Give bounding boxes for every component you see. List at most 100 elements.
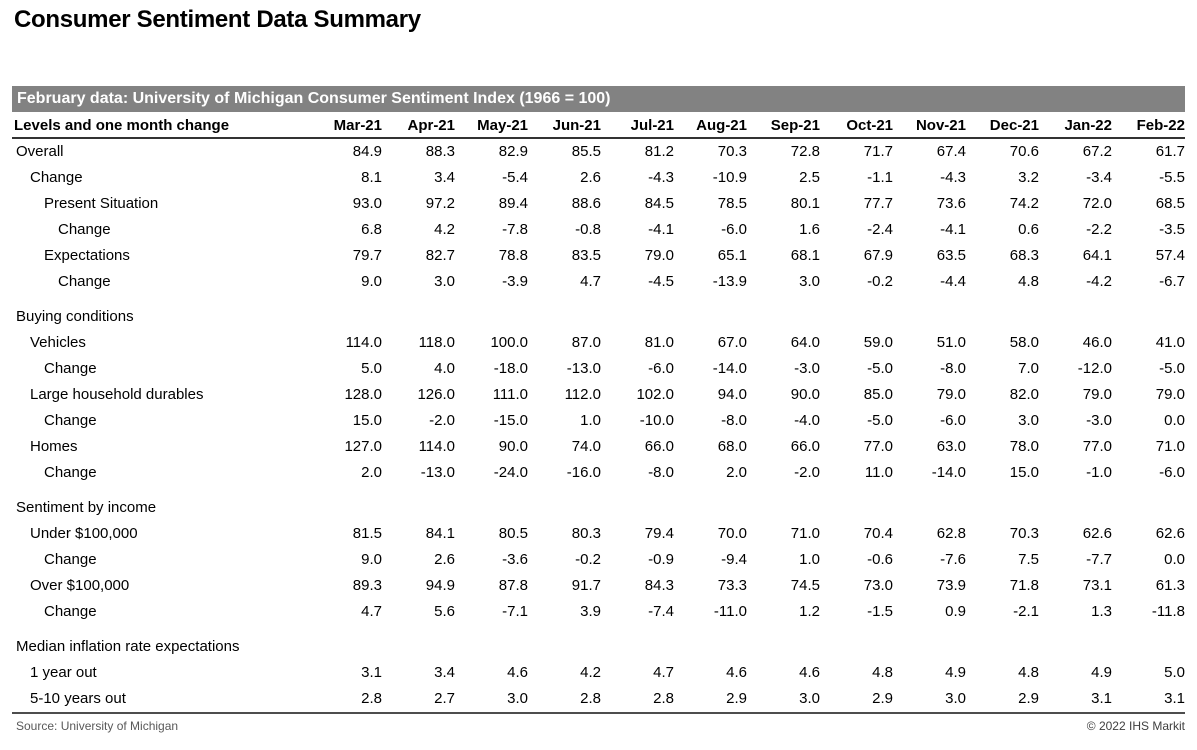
value-cell: -4.3 [648, 169, 674, 186]
value-cell: 4.7 [653, 664, 674, 681]
page-title: Consumer Sentiment Data Summary [14, 6, 421, 33]
value-cell: 64.0 [790, 334, 820, 351]
value-cell: -4.3 [940, 169, 966, 186]
value-cell: 73.6 [936, 195, 966, 212]
value-cell: 3.0 [434, 273, 455, 290]
value-cell: 81.5 [352, 525, 382, 542]
table-row: 5-10 years out 2.8 2.7 3.0 2.8 2.8 2.9 3.0 2.9 3.… [12, 686, 1185, 712]
value-cell: 6.8 [361, 221, 382, 238]
row-label: Change [44, 603, 97, 620]
section-row: Sentiment by income [12, 486, 1185, 521]
value-cell: 2.6 [580, 169, 601, 186]
value-cell: 62.6 [1082, 525, 1112, 542]
value-cell: 3.1 [361, 664, 382, 681]
value-cell: -4.5 [648, 273, 674, 290]
value-cell: 85.5 [571, 143, 601, 160]
value-cell: 59.0 [863, 334, 893, 351]
value-cell: 89.3 [352, 577, 382, 594]
value-cell: -8.0 [648, 464, 674, 481]
value-cell: -3.5 [1159, 221, 1185, 238]
value-cell: 67.4 [936, 143, 966, 160]
value-cell: -6.7 [1159, 273, 1185, 290]
table-row: Over $100,000 89.3 94.9 87.8 91.7 84.3 73.3 74.… [12, 573, 1185, 599]
value-cell: -10.0 [639, 412, 674, 429]
table-row: Homes 127.0 114.0 90.0 74.0 66.0 68.0 66.0 77.0 6… [12, 434, 1185, 460]
value-cell: 2.8 [653, 690, 674, 707]
value-cell: -5.0 [867, 360, 893, 377]
value-cell: 71.8 [1009, 577, 1039, 594]
value-cell: 5.0 [1164, 664, 1185, 681]
row-label: Vehicles [30, 334, 86, 351]
value-cell: 51.0 [936, 334, 966, 351]
value-cell: 70.6 [1009, 143, 1039, 160]
value-cell: 9.0 [361, 551, 382, 568]
value-cell: 15.0 [352, 412, 382, 429]
value-cell: 7.0 [1018, 360, 1039, 377]
value-cell: -1.1 [867, 169, 893, 186]
value-cell: -4.2 [1086, 273, 1112, 290]
value-cell: 3.4 [434, 169, 455, 186]
value-cell: 41.0 [1155, 334, 1185, 351]
value-cell: 5.0 [361, 360, 382, 377]
value-cell: -2.1 [1013, 603, 1039, 620]
value-cell: 58.0 [1009, 334, 1039, 351]
row-label: Present Situation [44, 195, 159, 212]
value-cell: 5.6 [434, 603, 455, 620]
row-label: Under $100,000 [30, 525, 138, 542]
value-cell: 114.0 [418, 438, 455, 455]
table-row: Under $100,000 81.5 84.1 80.5 80.3 79.4 70.0 71… [12, 521, 1185, 547]
value-cell: -14.0 [712, 360, 747, 377]
value-cell: 68.0 [717, 438, 747, 455]
value-cell: 84.1 [425, 525, 455, 542]
value-cell: 2.9 [1018, 690, 1039, 707]
value-cell: 68.1 [790, 247, 820, 264]
table-row: Vehicles 114.0 118.0 100.0 87.0 81.0 67.0 64.0 5… [12, 330, 1185, 356]
value-cell: 84.3 [644, 577, 674, 594]
value-cell: 3.2 [1018, 169, 1039, 186]
value-cell: -15.0 [493, 412, 528, 429]
table-row: 1 year out 3.1 3.4 4.6 4.2 4.7 4.6 4.6 4.8 4.9 4.8… [12, 660, 1185, 686]
value-cell: 4.7 [361, 603, 382, 620]
report-page: Consumer Sentiment Data Summary February… [0, 6, 1197, 733]
value-cell: 88.3 [425, 143, 455, 160]
value-cell: 85.0 [863, 386, 893, 403]
value-cell: 8.1 [361, 169, 382, 186]
value-cell: 62.6 [1155, 525, 1185, 542]
value-cell: 80.1 [790, 195, 820, 212]
value-cell: 0.9 [945, 603, 966, 620]
value-cell: 46.0 [1082, 334, 1112, 351]
column-header-jun-21: Jun-21 [528, 113, 601, 139]
value-cell: -6.0 [1159, 464, 1185, 481]
value-cell: -5.4 [502, 169, 528, 186]
column-header-apr-21: Apr-21 [382, 113, 455, 139]
value-cell: -0.9 [648, 551, 674, 568]
value-cell: 61.3 [1155, 577, 1185, 594]
value-cell: 71.0 [790, 525, 820, 542]
value-cell: 74.0 [571, 438, 601, 455]
value-cell: 63.5 [936, 247, 966, 264]
value-cell: 74.2 [1009, 195, 1039, 212]
table-row: Change 8.1 3.4 -5.4 2.6 -4.3 -10.9 2.5 -1.1 -4.3 3… [12, 165, 1185, 191]
value-cell: 2.9 [726, 690, 747, 707]
section-label: Sentiment by income [16, 499, 157, 516]
value-cell: 4.6 [507, 664, 528, 681]
value-cell: -12.0 [1077, 360, 1112, 377]
table-banner: February data: University of Michigan Co… [12, 86, 1185, 112]
value-cell: -11.0 [713, 603, 747, 620]
value-cell: 61.7 [1155, 143, 1185, 160]
value-cell: 94.0 [717, 386, 747, 403]
section-label: Median inflation rate expectations [16, 638, 240, 655]
value-cell: 73.1 [1082, 577, 1112, 594]
table-row: Change 15.0 -2.0 -15.0 1.0 -10.0 -8.0 -4.0 -5.0 -… [12, 408, 1185, 434]
row-label: Expectations [44, 247, 130, 264]
value-cell: 74.5 [790, 577, 820, 594]
value-cell: 94.9 [425, 577, 455, 594]
value-cell: 68.3 [1009, 247, 1039, 264]
value-cell: 4.7 [580, 273, 601, 290]
value-cell: 0.6 [1018, 221, 1039, 238]
value-cell: 81.0 [644, 334, 674, 351]
row-label: 5-10 years out [30, 690, 126, 707]
table-row: Change 9.0 3.0 -3.9 4.7 -4.5 -13.9 3.0 -0.2 -4.4 4… [12, 269, 1185, 295]
column-header-sep-21: Sep-21 [747, 113, 820, 139]
value-cell: 3.0 [799, 690, 820, 707]
